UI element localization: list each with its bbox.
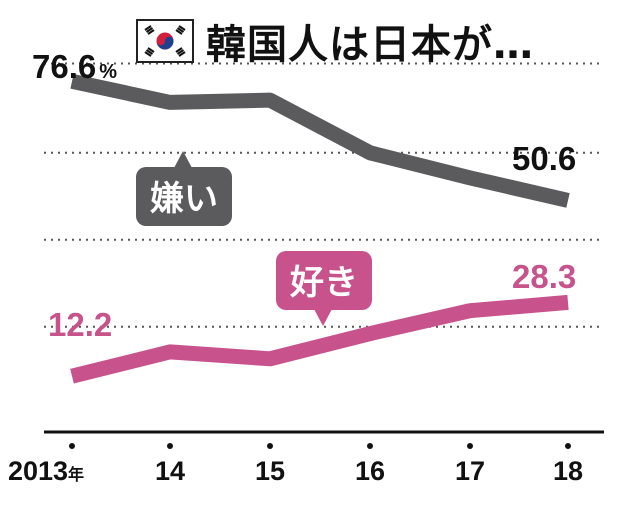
- callout-tail: [174, 151, 192, 168]
- data-label-dislike-last: 50.6: [512, 140, 576, 177]
- x-tick-dot: [467, 443, 473, 449]
- series-line-dislike: [70, 73, 570, 208]
- x-tick-dot: [565, 443, 571, 449]
- chart-title-group: 韓国人は日本が…: [136, 12, 534, 70]
- x-tick-label: 2013年: [8, 456, 84, 486]
- x-tick-dot: [167, 443, 173, 449]
- south-korea-flag-icon: [136, 19, 194, 63]
- x-tick-dot: [267, 443, 273, 449]
- series-line-like: [70, 294, 569, 384]
- callout-dislike-label: 嫌い: [150, 179, 218, 219]
- x-tick-label: 17: [455, 456, 485, 486]
- x-tick-label: 16: [355, 456, 385, 486]
- callout-tail: [314, 309, 332, 326]
- callout-dislike: 嫌い: [136, 151, 232, 226]
- callout-like: 好き: [276, 251, 372, 326]
- data-label-dislike-first: 76.6%: [32, 48, 117, 85]
- x-tick-label: 15: [255, 456, 285, 486]
- x-tick-label: 14: [155, 456, 185, 486]
- data-label-like-last: 28.3: [512, 258, 576, 295]
- x-tick-dot: [69, 443, 75, 449]
- data-label-like-first: 12.2: [48, 306, 112, 343]
- callout-like-label: 好き: [290, 263, 358, 303]
- x-tick-dot: [367, 443, 373, 449]
- x-tick-label: 18: [553, 456, 583, 486]
- chart-title: 韓国人は日本が…: [206, 22, 534, 68]
